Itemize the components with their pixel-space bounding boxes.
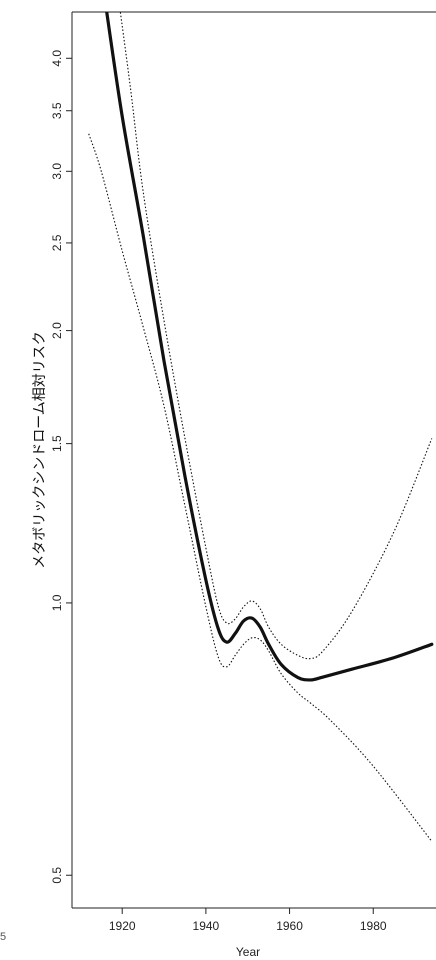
left-edge-tick-label: 5 — [0, 931, 6, 943]
y-axis-title: メタボリックシンドローム相対リスク — [32, 331, 48, 569]
x-tick-label: 1920 — [109, 919, 136, 933]
y-tick-label: 3.0 — [50, 163, 64, 180]
y-tick-label: 1.5 — [50, 435, 64, 452]
x-tick-label: 1980 — [360, 919, 387, 933]
x-tick-label: 1960 — [276, 919, 303, 933]
lower-bound-line — [88, 133, 433, 842]
y-tick-label: 2.5 — [50, 234, 64, 251]
y-tick-label: 2.0 — [50, 322, 64, 339]
y-tick-label: 4.0 — [50, 50, 64, 67]
upper-bound-line — [119, 12, 433, 660]
series-layer — [88, 12, 434, 842]
y-tick-label: 1.0 — [50, 594, 64, 611]
estimate-line — [105, 12, 434, 682]
y-tick-label: 0.5 — [50, 867, 64, 884]
x-tick-label: 1940 — [193, 919, 220, 933]
ticks-layer: 1920 1940 1960 1980 0.5 1.0 1.5 2.0 2.5 3.0 3.5 4.0 — [50, 50, 387, 933]
x-axis-title: Year — [236, 945, 260, 959]
plot-frame — [71, 11, 436, 909]
y-tick-label: 3.5 — [50, 102, 64, 119]
